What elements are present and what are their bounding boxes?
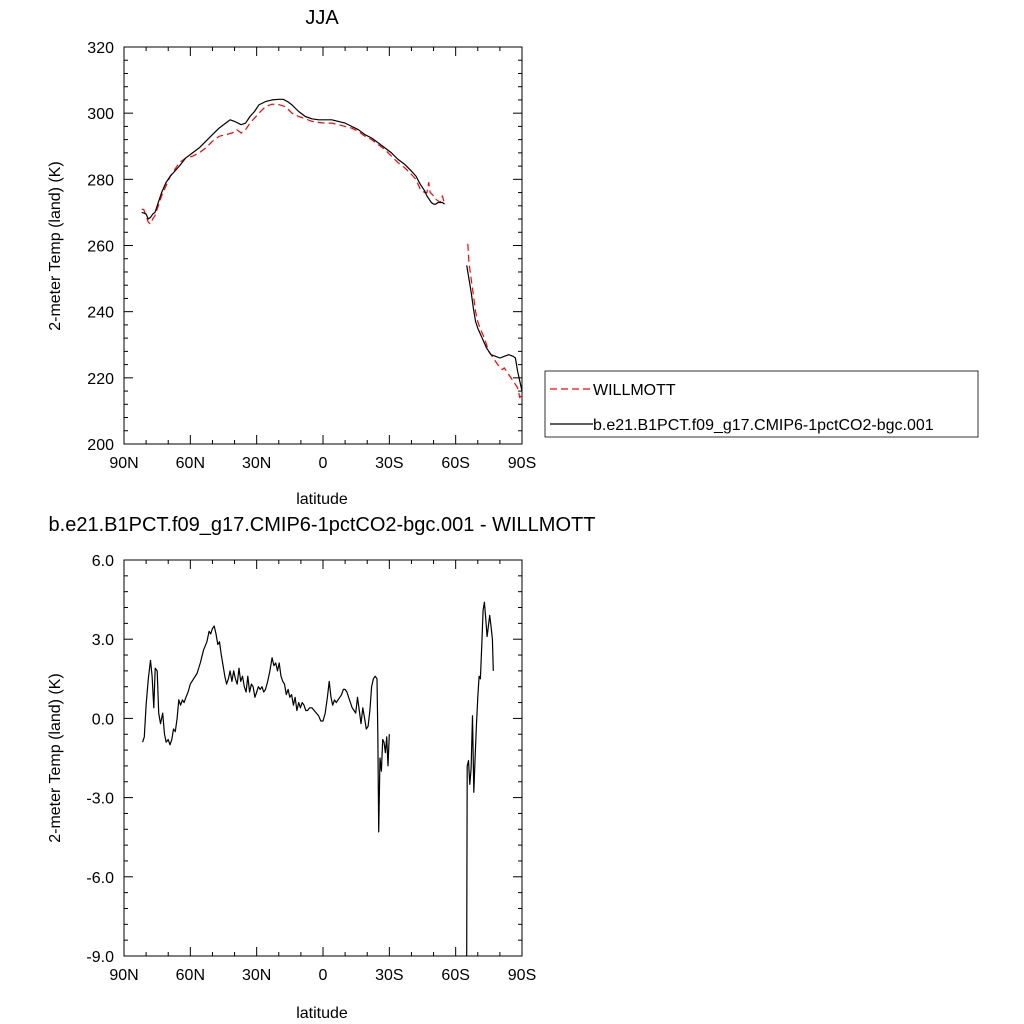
y-tick-label: 320 <box>87 40 114 57</box>
x-tick-label: 90N <box>109 967 138 984</box>
plot-frame <box>123 559 523 957</box>
legend: WILLMOTT b.e21.B1PCT.f09_g17.CMIP6-1pctC… <box>544 370 979 438</box>
difference-chart: b.e21.B1PCT.f09_g17.CMIP6-1pctCO2-bgc.00… <box>47 514 595 1022</box>
x-tick-label: 90S <box>508 455 536 472</box>
x-axis-label: latitude <box>296 1005 348 1022</box>
x-tick-label: 30S <box>375 455 403 472</box>
series-lines <box>141 98 523 399</box>
y-tick-label: 6.0 <box>92 553 114 570</box>
x-tick-label: 90N <box>109 455 138 472</box>
x-tick-label: 60S <box>441 967 469 984</box>
y-axis-label: 2-meter Temp (land) (K) <box>47 673 64 843</box>
y-tick-label: 3.0 <box>92 632 114 649</box>
legend-label-model: b.e21.B1PCT.f09_g17.CMIP6-1pctCO2-bgc.00… <box>593 417 934 434</box>
y-axis-label: 2-meter Temp (land) (K) <box>47 161 64 331</box>
y-axis-ticks: -9.0 -6.0 -3.0 0.0 3.0 6.0 <box>86 553 522 966</box>
y-tick-label: 0.0 <box>92 711 114 728</box>
x-tick-label: 60N <box>176 455 205 472</box>
x-axis-ticks: 90N 60N 30N 0 30S 60S 90S <box>109 47 536 472</box>
y-tick-label: 260 <box>87 239 114 256</box>
plot-frame <box>123 46 523 445</box>
series-line-0 <box>466 601 494 957</box>
series-line-1 <box>141 98 445 220</box>
y-tick-label: -9.0 <box>86 949 114 966</box>
y-tick-label: 300 <box>87 106 114 123</box>
series-line-0 <box>141 103 446 225</box>
x-tick-label: 90S <box>508 967 536 984</box>
x-tick-label: 60N <box>176 967 205 984</box>
x-tick-label: 0 <box>319 455 328 472</box>
x-tick-label: 60S <box>441 455 469 472</box>
x-axis-label: latitude <box>296 491 348 508</box>
legend-label-willmott: WILLMOTT <box>593 382 676 399</box>
chart-title: b.e21.B1PCT.f09_g17.CMIP6-1pctCO2-bgc.00… <box>49 514 596 536</box>
y-tick-label: 200 <box>87 437 114 454</box>
x-tick-label: 30N <box>242 967 271 984</box>
x-tick-label: 0 <box>319 967 328 984</box>
y-axis-ticks: 200 220 240 260 280 300 320 <box>87 40 522 454</box>
y-tick-label: 220 <box>87 371 114 388</box>
y-tick-label: 240 <box>87 305 114 322</box>
x-tick-label: 30S <box>375 967 403 984</box>
series-line-1 <box>466 265 523 392</box>
x-tick-label: 30N <box>242 455 271 472</box>
x-axis-ticks: 90N 60N 30N 0 30S 60S 90S <box>109 560 536 984</box>
temperature-chart: JJA 90N 60N 30N 0 30S 60S 90S 200 220 240 260 280 3… <box>47 7 979 508</box>
series-line-0 <box>142 625 390 833</box>
y-tick-label: 280 <box>87 172 114 189</box>
y-tick-label: -3.0 <box>86 791 114 808</box>
chart-title: JJA <box>305 7 339 29</box>
series-lines <box>142 601 494 957</box>
legend-box <box>544 370 979 438</box>
y-tick-label: -6.0 <box>86 870 114 887</box>
